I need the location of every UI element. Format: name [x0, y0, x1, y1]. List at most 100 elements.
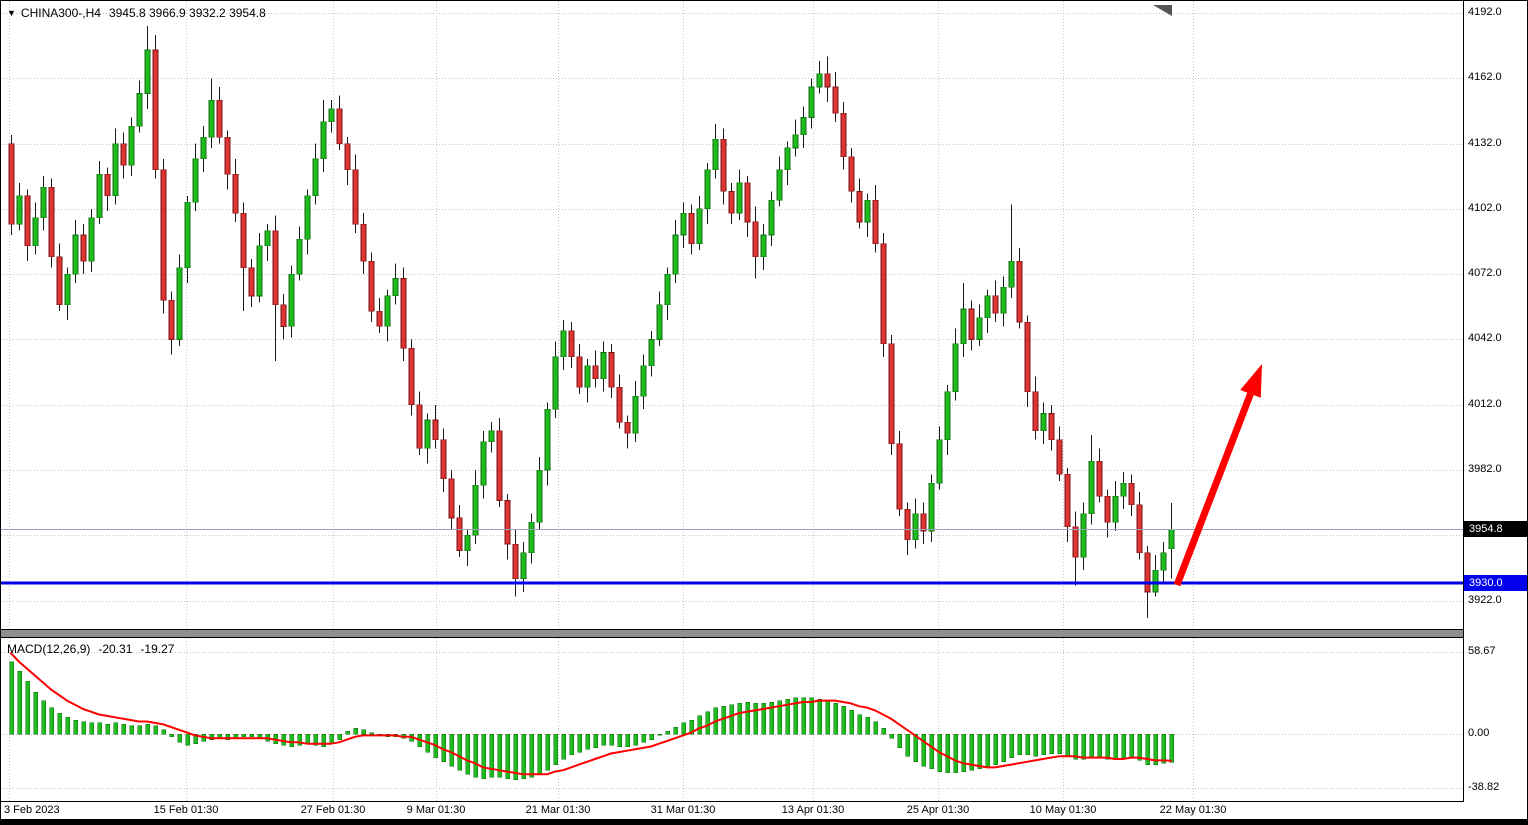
macd-bar [57, 712, 62, 735]
candle-down [336, 108, 343, 144]
macd-bar [1001, 733, 1006, 763]
candle-up [1000, 286, 1007, 314]
window-bottom-edge [1, 819, 1527, 824]
macd-bar [841, 705, 846, 735]
candle-down [1048, 413, 1055, 440]
macd-bar [249, 733, 254, 738]
candle-up [552, 356, 559, 410]
candle-down [512, 543, 519, 580]
candle-up [760, 234, 767, 258]
candle-down [416, 404, 423, 449]
collapse-arrow-icon[interactable]: ▼ [7, 8, 16, 18]
macd-bar [497, 733, 502, 778]
macd-bar [753, 703, 758, 735]
macd-bar [97, 722, 102, 735]
macd-bar [65, 717, 70, 735]
macd-bar [1089, 733, 1094, 758]
macd-bar [969, 733, 974, 771]
macd-bar [985, 733, 990, 768]
time-axis-label: 3 Feb 2023 [4, 804, 60, 816]
macd-bar [1113, 733, 1118, 760]
macd-bar [809, 697, 814, 735]
candle-up [696, 208, 703, 244]
macd-bar [889, 733, 894, 739]
candle-up [1152, 569, 1159, 593]
candle-up [1080, 513, 1087, 558]
time-axis-label: 9 Mar 01:30 [406, 804, 466, 816]
candle-up [600, 352, 607, 379]
macd-bar [145, 724, 150, 735]
time-axis-label: 15 Feb 01:30 [153, 804, 219, 816]
candle-up [424, 419, 431, 449]
candle-up [792, 134, 799, 149]
macd-bar [945, 733, 950, 774]
price-axis-label: 4162.0 [1468, 71, 1502, 84]
candle-down [368, 260, 375, 312]
candle-down [568, 330, 575, 358]
macd-bar [993, 733, 998, 765]
ohlc-values: 3945.8 3966.9 3932.2 3954.8 [108, 6, 266, 20]
symbol-period-label: CHINA300-,H4 [20, 6, 101, 20]
candle-up [1008, 260, 1015, 288]
macd-bar [569, 733, 574, 756]
macd-bar [681, 722, 686, 735]
price-axis-label: 4042.0 [1468, 332, 1502, 345]
macd-canvas[interactable] [1, 638, 1463, 801]
trend-arrow-head[interactable] [1240, 364, 1262, 398]
candle-down [576, 356, 583, 388]
macd-bar [873, 721, 878, 735]
price-axis[interactable]: 3954.8 3930.0 4192.0 4162.0 4132.0 4102.0 40… [1463, 1, 1527, 802]
macd-bar [113, 722, 118, 735]
macd-bar [577, 733, 582, 753]
chart-shift-marker [1153, 5, 1172, 16]
macd-bar [1145, 733, 1150, 765]
price-axis-label: 4072.0 [1468, 267, 1502, 280]
macd-title: MACD(12,26,9) [7, 642, 91, 656]
candle-up [200, 136, 207, 160]
macd-bar [1169, 733, 1174, 763]
macd-bar [761, 703, 766, 735]
macd-bar [785, 698, 790, 735]
macd-bar [537, 733, 542, 775]
candle-up [192, 158, 199, 203]
macd-bar [905, 733, 910, 757]
candle-up [72, 234, 79, 275]
macd-bar [1081, 733, 1086, 760]
macd-bar [1065, 733, 1070, 757]
candle-down [888, 343, 895, 445]
candle-up [1160, 552, 1167, 571]
macd-bar [977, 733, 982, 770]
candle-down [352, 169, 359, 225]
time-axis-label: 10 May 01:30 [1029, 804, 1097, 816]
macd-bar [1057, 733, 1062, 754]
panel-divider[interactable] [1, 629, 1527, 638]
trend-arrow-shaft[interactable] [1173, 392, 1254, 587]
candle-up [312, 158, 319, 197]
price-axis-label: 4012.0 [1468, 397, 1502, 410]
candle-down [272, 230, 279, 305]
macd-bar [521, 733, 526, 779]
macd-bar [41, 700, 46, 735]
macd-bar [665, 730, 670, 735]
time-axis-label: 21 Mar 01:30 [525, 804, 591, 816]
macd-bar [345, 730, 350, 735]
candle-down [1144, 552, 1151, 593]
candle-down [56, 256, 63, 306]
candle-up [1040, 413, 1047, 432]
candle-up [1088, 461, 1095, 514]
macd-bar [729, 704, 734, 735]
main-chart-canvas[interactable] [1, 1, 1463, 629]
macd-bar [289, 733, 294, 747]
candle-down [120, 143, 127, 166]
macd-bar [337, 733, 342, 740]
current-price-tag-value: 3954.8 [1469, 523, 1503, 536]
macd-bar [33, 692, 38, 735]
candle-up [184, 202, 191, 268]
macd-bar [169, 733, 174, 738]
macd-bar [489, 733, 494, 778]
candle-up [472, 484, 479, 536]
macd-bar [89, 722, 94, 735]
macd-bar [657, 733, 662, 736]
time-axis[interactable]: 3 Feb 2023 15 Feb 01:30 27 Feb 01:30 9 Mar … [1, 802, 1527, 819]
macd-bar [185, 733, 190, 746]
